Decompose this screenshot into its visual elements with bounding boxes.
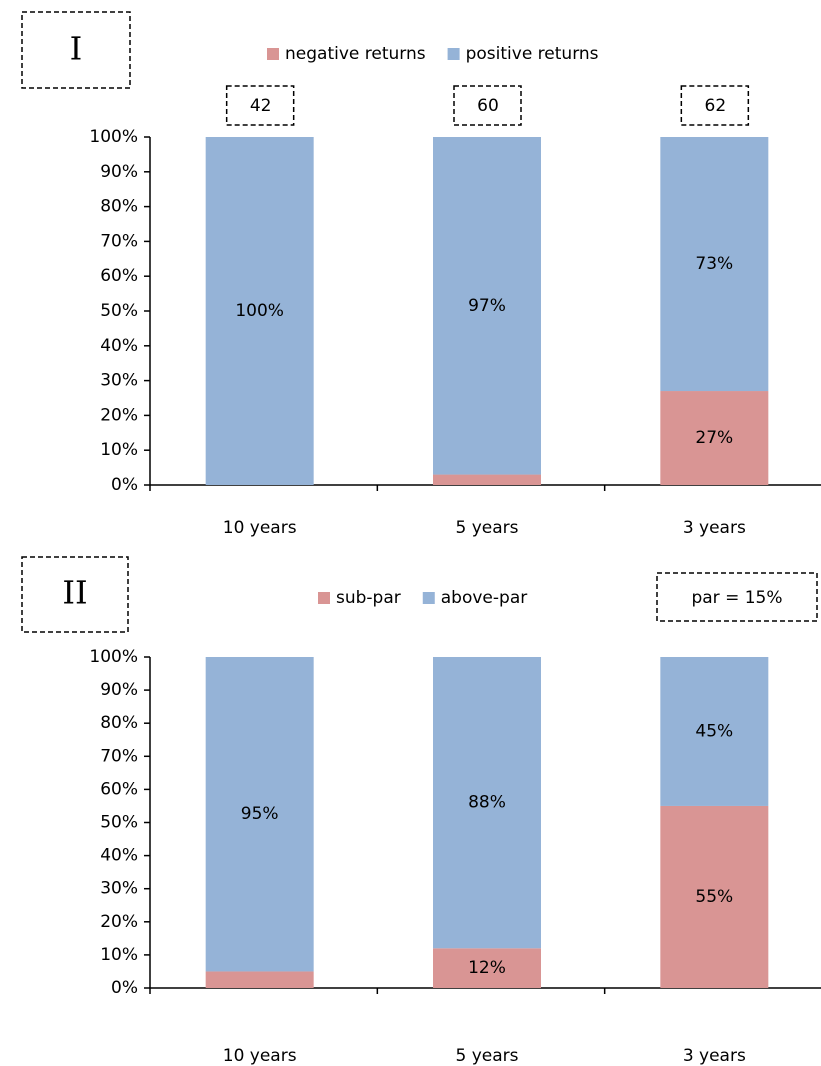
data-label: 73% (695, 254, 733, 274)
y-tick-label: 10% (100, 945, 138, 965)
bar-segment (660, 805, 769, 988)
bar-segment (205, 137, 314, 485)
y-tick-label: 60% (100, 779, 138, 799)
bar-segment (433, 474, 541, 485)
count-label: 62 (705, 96, 727, 116)
legend-swatch (318, 592, 330, 604)
y-tick-label: 0% (111, 978, 138, 998)
count-box (680, 85, 750, 126)
legend-label: sub-par (336, 588, 401, 608)
y-tick-label: 40% (100, 336, 138, 356)
x-tick-label: 3 years (683, 1046, 746, 1066)
data-label: 95% (241, 804, 279, 824)
count-box (453, 85, 522, 126)
panel-label-box (21, 11, 131, 89)
y-tick-label: 10% (100, 440, 138, 460)
data-label: 100% (235, 301, 284, 321)
y-tick-label: 30% (100, 371, 138, 391)
count-label: 60 (477, 96, 499, 116)
count-box (225, 85, 295, 126)
y-tick-label: 40% (100, 846, 138, 866)
y-tick-label: 90% (100, 162, 138, 182)
panel-label-box (21, 556, 129, 633)
bar-segment (433, 948, 541, 988)
data-label: 12% (468, 958, 506, 978)
bar-segment (660, 657, 769, 806)
x-tick-label: 5 years (455, 518, 518, 538)
y-tick-label: 50% (100, 813, 138, 833)
y-tick-label: 90% (100, 680, 138, 700)
bar-segment (433, 657, 541, 949)
y-tick-label: 80% (100, 197, 138, 217)
legend-label: negative returns (285, 44, 426, 64)
y-tick-label: 20% (100, 405, 138, 425)
legend-label: above-par (441, 588, 527, 608)
y-tick-label: 60% (100, 266, 138, 286)
data-label: 27% (695, 428, 733, 448)
x-tick-label: 10 years (223, 1046, 297, 1066)
bar-segment (205, 971, 314, 988)
legend-swatch (447, 48, 460, 60)
panel-label: I (70, 30, 83, 68)
annotation-box (656, 572, 818, 622)
legend-label: positive returns (466, 44, 599, 64)
data-label: 45% (695, 721, 733, 741)
x-tick-label: 5 years (455, 1046, 518, 1066)
legend-swatch (422, 592, 435, 604)
y-tick-label: 50% (100, 301, 138, 321)
bar-segment (205, 657, 314, 972)
y-tick-label: 70% (100, 746, 138, 766)
count-label: 42 (250, 96, 272, 116)
data-label: 88% (468, 793, 506, 813)
annotation: par = 15% (691, 588, 782, 608)
bar-segment (660, 137, 769, 392)
panel-label: II (62, 574, 87, 612)
legend-swatch (267, 48, 279, 60)
y-tick-label: 70% (100, 231, 138, 251)
x-tick-label: 10 years (223, 518, 297, 538)
bar-segment (433, 137, 541, 475)
bar-segment (660, 391, 769, 485)
y-tick-label: 100% (89, 127, 138, 147)
y-tick-label: 20% (100, 912, 138, 932)
data-label: 97% (468, 296, 506, 316)
data-label: 55% (695, 887, 733, 907)
y-tick-label: 30% (100, 879, 138, 899)
y-tick-label: 100% (89, 647, 138, 667)
x-tick-label: 3 years (683, 518, 746, 538)
y-tick-label: 80% (100, 713, 138, 733)
y-tick-label: 0% (111, 475, 138, 495)
